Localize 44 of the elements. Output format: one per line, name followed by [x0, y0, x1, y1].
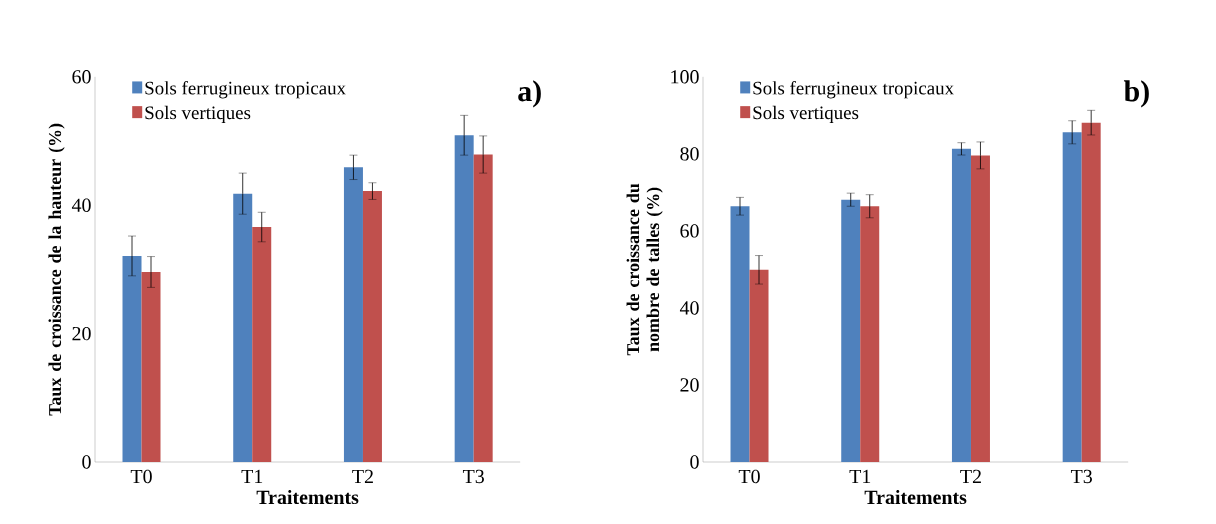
bar [860, 206, 880, 462]
legend-label: Sols vertiques [753, 105, 859, 123]
bar [1062, 132, 1082, 462]
bar [252, 227, 272, 462]
bar [454, 135, 474, 462]
x-tick-label: T0 [738, 469, 760, 484]
bar [749, 269, 769, 462]
x-tick-label: T3 [462, 469, 484, 484]
bar [362, 191, 382, 462]
x-tick-label: T2 [960, 469, 981, 483]
bar [841, 199, 861, 462]
y-tick-label: 60 [72, 70, 91, 84]
y-tick-label: 20 [680, 378, 699, 392]
y-tick-label: 40 [679, 301, 699, 315]
x-tick-label: T2 [352, 469, 373, 483]
bar [343, 167, 363, 462]
y-tick-label: 60 [680, 224, 699, 238]
bar [473, 154, 493, 462]
x-axis-title: Traitements [256, 490, 359, 505]
x-tick-label: T3 [1070, 469, 1092, 484]
bar [951, 148, 971, 462]
legend-label: Sols vertiques [145, 105, 251, 123]
bar [730, 206, 750, 462]
x-tick-label: T1 [849, 469, 871, 483]
bar [1081, 122, 1101, 462]
y-tick-label: 0 [82, 455, 91, 469]
bar [970, 155, 990, 462]
y-tick-label: 20 [72, 326, 91, 341]
x-tick-label: T0 [130, 469, 152, 484]
annotation: a) [518, 80, 541, 108]
y-tick-label: 0 [690, 455, 699, 469]
x-tick-label: T1 [241, 469, 263, 483]
legend-label: Sols ferrugineux tropicaux [145, 81, 346, 99]
y-tick-label: 80 [680, 147, 699, 161]
bar [233, 193, 253, 462]
y-axis-title: Taux de croissance du nombre de talles (%) [626, 183, 663, 356]
x-axis-title: Traitements [864, 490, 967, 505]
y-tick-label: 40 [71, 198, 91, 212]
annotation: b) [1123, 80, 1149, 108]
y-tick-label: 100 [671, 70, 699, 84]
legend-label: Sols ferrugineux tropicaux [753, 81, 954, 99]
bar [141, 271, 161, 462]
bar [122, 255, 142, 462]
y-axis-title: Taux de croissance de la hauteur (%) [48, 123, 65, 416]
